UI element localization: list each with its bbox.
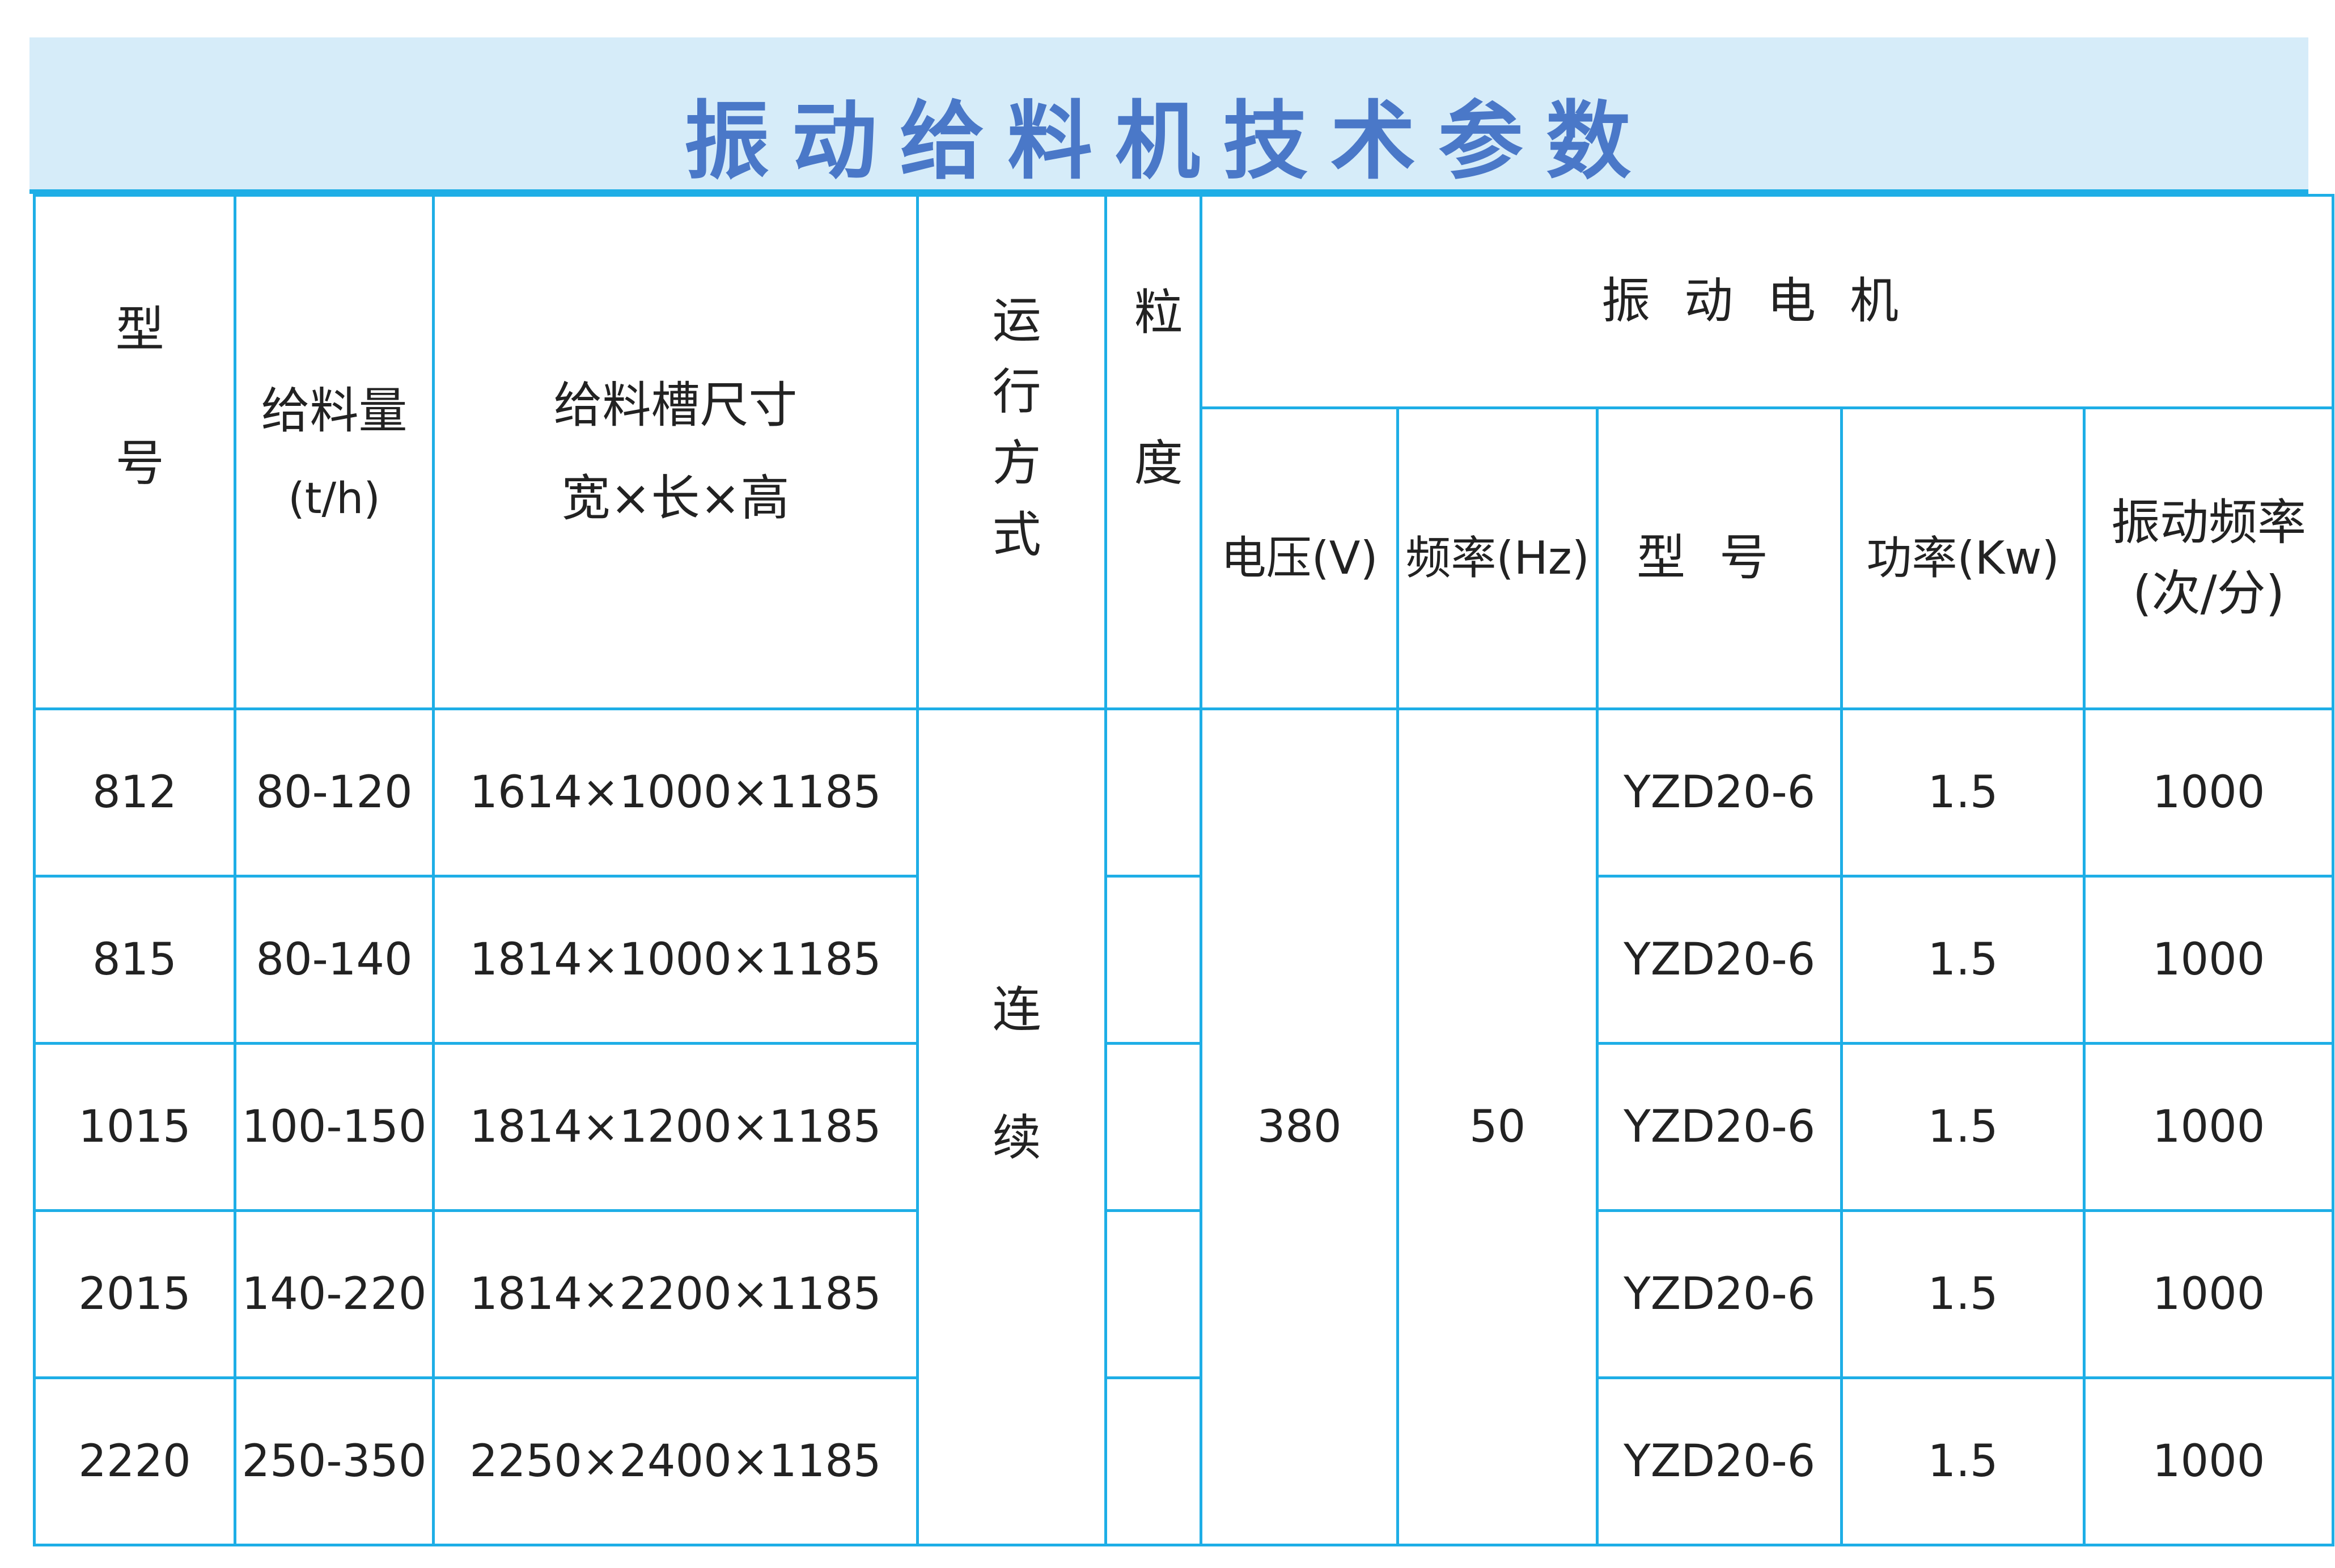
header-frequency: 频率(Hz)	[1396, 406, 1599, 710]
header-voltage: 电压(V)	[1200, 406, 1400, 710]
page-title: 振动给料机技术参数	[684, 92, 1654, 191]
cell-motor-model: YZD20-6	[1596, 1042, 1844, 1212]
table-row: 2220 250-350 2250×2400×1185 YZD20-6 1.5 …	[33, 1376, 2335, 1546]
cell-vibration: 1000	[2083, 707, 2335, 878]
cell-model: 1015	[33, 1042, 236, 1212]
table-row: 812 80-120 1614×1000×1185 连续 380 50 YZD2…	[33, 707, 2335, 1546]
table-row: 1015 100-150 1814×1200×1185 YZD20-6 1.5 …	[33, 1042, 2335, 1212]
cell-model: 812	[33, 707, 236, 878]
cell-size: 2250×2400×1185	[432, 1376, 919, 1546]
header-motor-model: 型号	[1596, 406, 1844, 710]
cell-vibration: 1000	[2083, 1042, 2335, 1212]
header-model: 型号	[33, 194, 236, 710]
cell-vibration: 1000	[2083, 875, 2335, 1045]
cell-feed-rate: 80-120	[234, 707, 435, 878]
cell-motor-model: YZD20-6	[1596, 875, 1844, 1045]
cell-motor-model: YZD20-6	[1596, 1376, 1844, 1546]
cell-size: 1614×1000×1185	[432, 707, 919, 878]
cell-granularity	[1104, 1209, 1203, 1379]
cell-power: 1.5	[1840, 1376, 2086, 1546]
cell-granularity	[1104, 875, 1203, 1045]
cell-voltage: 380	[1200, 707, 1400, 1546]
cell-vibration: 1000	[2083, 1209, 2335, 1379]
cell-granularity	[1104, 707, 1203, 878]
cell-feed-rate: 100-150	[234, 1042, 435, 1212]
cell-feed-rate: 140-220	[234, 1209, 435, 1379]
cell-frequency: 50	[1396, 707, 1599, 1546]
cell-power: 1.5	[1840, 707, 2086, 878]
header-vibration-freq: 振动频率 (次/分)	[2083, 406, 2335, 710]
cell-granularity	[1104, 1042, 1203, 1212]
cell-granularity	[1104, 1376, 1203, 1546]
cell-size: 1814×1000×1185	[432, 875, 919, 1045]
spec-table: 型号 给料量 (t/h) 给料槽尺寸 宽×长×高 运行方式 粒度 振动电机 电压(V…	[33, 194, 2335, 1546]
table-row: 2015 140-220 1814×2200×1185 YZD20-6 1.5 …	[33, 1209, 2335, 1379]
header-operation: 运行方式	[916, 194, 1107, 710]
title-band: 振动给料机技术参数	[29, 37, 2308, 194]
cell-power: 1.5	[1840, 1209, 2086, 1379]
cell-model: 2220	[33, 1376, 236, 1546]
header-granularity: 粒度	[1104, 194, 1203, 710]
cell-vibration: 1000	[2083, 1376, 2335, 1546]
cell-size: 1814×2200×1185	[432, 1209, 919, 1379]
cell-model: 815	[33, 875, 236, 1045]
header-power: 功率(Kw)	[1840, 406, 2086, 710]
cell-model: 2015	[33, 1209, 236, 1379]
cell-motor-model: YZD20-6	[1596, 1209, 1844, 1379]
header-motor: 振动电机	[1200, 194, 2335, 409]
cell-feed-rate: 80-140	[234, 875, 435, 1045]
cell-power: 1.5	[1840, 875, 2086, 1045]
header-trough-size: 给料槽尺寸 宽×长×高	[432, 194, 919, 710]
cell-operation: 连续	[916, 707, 1107, 1546]
header-feed-rate: 给料量 (t/h)	[234, 194, 435, 710]
cell-power: 1.5	[1840, 1042, 2086, 1212]
cell-feed-rate: 250-350	[234, 1376, 435, 1546]
cell-motor-model: YZD20-6	[1596, 707, 1844, 878]
cell-size: 1814×1200×1185	[432, 1042, 919, 1212]
table-row: 815 80-140 1814×1000×1185 YZD20-6 1.5 10…	[33, 875, 2335, 1045]
